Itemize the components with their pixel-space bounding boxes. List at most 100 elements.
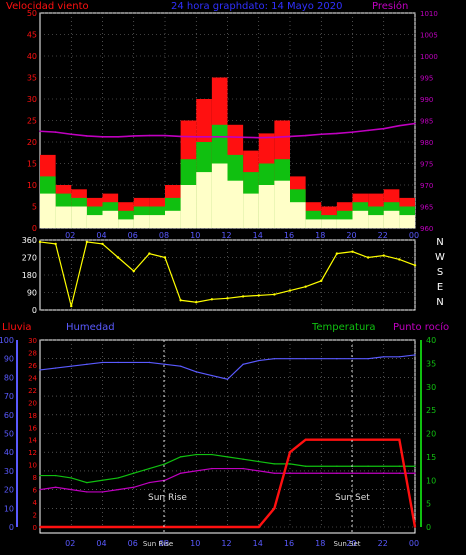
rain-tick-label: 0: [33, 524, 37, 532]
humidity-point: [195, 371, 197, 373]
dewpoint-point: [367, 472, 369, 474]
rain-tick-label: 22: [28, 387, 37, 395]
climate-time-tick: 16: [284, 539, 294, 548]
rain-point: [211, 526, 213, 528]
temp-tick-label: 0: [426, 523, 431, 532]
wind-time-tick: 14: [253, 231, 263, 240]
direction-grid: [40, 239, 416, 311]
rain-tick-label: 4: [33, 499, 38, 507]
wind-min-bar: [180, 185, 197, 228]
pressure-point: [54, 131, 57, 133]
humidity-point: [179, 365, 182, 367]
wind-min-bar: [118, 219, 134, 228]
humidity-point: [367, 358, 369, 360]
dewpoint-point: [86, 491, 88, 493]
direction-point: [273, 293, 276, 296]
pressure-tick-label: 965: [420, 204, 433, 212]
sunset-tick-label: Sun Set: [333, 540, 360, 548]
pressure-point: [132, 135, 135, 137]
direction-tick-label: 360: [22, 236, 37, 245]
dewpoint-point: [211, 467, 213, 470]
temperature-point: [54, 474, 57, 477]
rain-point: [132, 526, 135, 528]
climate-time-tick: 18: [315, 539, 325, 548]
chart-title: 24 hora graphdato: 14 Mayo 2020: [171, 1, 342, 12]
temp-tick-label: 35: [426, 359, 436, 368]
direction-point: [210, 298, 214, 301]
humidity-point: [242, 363, 244, 366]
sunset-label: Sun Set: [335, 493, 370, 503]
temperature-point: [336, 465, 338, 467]
temperature-point: [211, 453, 213, 456]
rain-point: [273, 507, 276, 510]
rain-tick-label: 16: [28, 424, 37, 432]
wind-min-bar: [305, 219, 322, 228]
pressure-point: [289, 135, 291, 138]
direction-tick-label: 270: [22, 254, 37, 263]
temperature-point: [398, 465, 401, 467]
dewpoint-point: [195, 470, 197, 472]
pressure-point: [351, 131, 354, 133]
wind-min-bar: [133, 215, 150, 228]
direction-point: [54, 242, 57, 246]
climate-time-tick: 06: [128, 539, 138, 548]
wind-min-bar: [243, 193, 259, 228]
dewpoint-point: [273, 472, 276, 474]
wind-min-bar: [383, 210, 400, 228]
wind-tick-label: 15: [27, 160, 37, 169]
compass-label: N: [436, 237, 443, 248]
rain-label: Lluvia: [2, 322, 32, 333]
rain-tick-label: 28: [28, 349, 37, 357]
wind-tick-label: 35: [27, 74, 37, 83]
wind-time-tick: 10: [190, 231, 200, 240]
direction-point: [288, 289, 292, 292]
pressure-point: [226, 136, 229, 138]
climate-time-tick: 04: [96, 539, 106, 548]
wind-tick-label: 50: [27, 9, 37, 18]
dewpoint-point: [101, 491, 104, 493]
sunrise-label: Sun Rise: [148, 493, 187, 503]
temperature-point: [101, 479, 104, 481]
wind-min-bar: [196, 172, 212, 228]
temperature-point: [289, 463, 291, 465]
humidity-point: [226, 378, 229, 380]
wind-time-tick: 12: [221, 231, 231, 240]
humidity-point: [70, 365, 72, 367]
humidity-point: [101, 361, 104, 364]
compass-label: W: [435, 252, 445, 263]
dewpoint-point: [148, 481, 151, 484]
compass-label: N: [436, 297, 443, 308]
pressure-tick-label: 1000: [420, 53, 438, 61]
temperature-point: [273, 463, 276, 465]
dewpoint-point: [383, 472, 385, 474]
wind-min-bar: [368, 215, 384, 228]
rain-point: [179, 526, 182, 528]
dewpoint-point: [117, 488, 119, 491]
pressure-point: [398, 124, 401, 127]
rain-tick-label: 10: [28, 462, 37, 470]
direction-point: [304, 285, 307, 288]
climate-time-tick: 12: [221, 539, 231, 548]
temperature-point: [164, 463, 166, 465]
rain-point: [304, 438, 307, 441]
pressure-point: [101, 136, 104, 138]
pressure-point: [39, 130, 41, 133]
direction-point: [335, 252, 339, 255]
rain-point: [195, 526, 198, 528]
direction-point: [101, 242, 104, 246]
compass-label: S: [437, 267, 443, 278]
climate-time-tick: 14: [253, 539, 263, 548]
humidity-tick-label: 60: [4, 411, 14, 420]
rain-point: [164, 526, 166, 528]
dewpoint-point: [70, 488, 72, 491]
temp-tick-label: 10: [426, 476, 436, 485]
direction-point: [163, 256, 167, 259]
temperature-point: [320, 465, 322, 467]
pressure-point: [179, 135, 182, 138]
humidity-point: [133, 361, 135, 364]
pressure-tick-label: 975: [420, 161, 433, 169]
rain-tick-label: 12: [28, 449, 37, 457]
direction-point: [257, 294, 260, 297]
rain-point: [117, 526, 119, 528]
